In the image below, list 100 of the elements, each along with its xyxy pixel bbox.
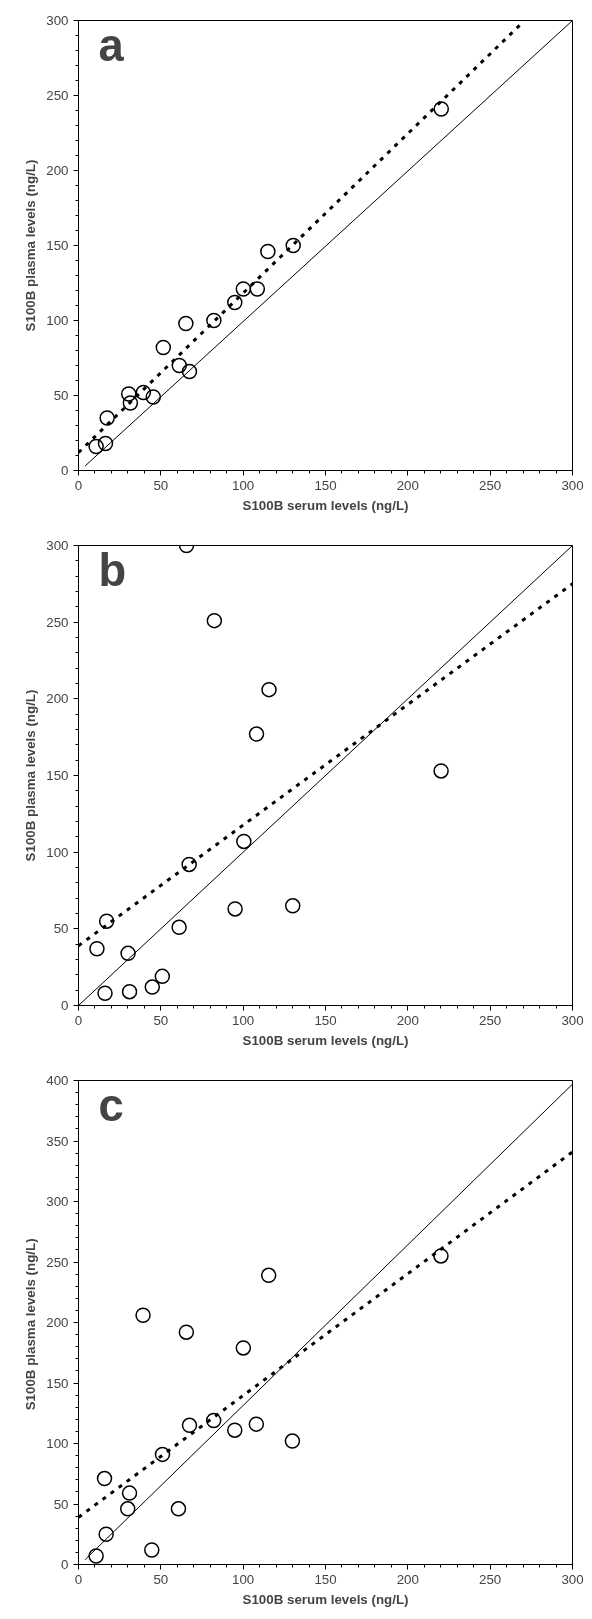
y-tick-label: 50: [53, 921, 69, 937]
y-tick-label: 250: [46, 614, 69, 630]
x-tick-label: 50: [153, 1571, 169, 1587]
point: [171, 357, 188, 374]
y-tick-label: 200: [46, 163, 69, 178]
x-tick-label: 50: [153, 1012, 169, 1028]
annotation: c: [98, 1079, 124, 1131]
y-axis-title: S100B plasma levels (ng/L): [23, 689, 39, 862]
point: [154, 1446, 171, 1463]
point: [96, 1470, 113, 1487]
x-tick-label: 250: [479, 477, 502, 493]
x-tick-label: 100: [232, 1571, 255, 1587]
point: [261, 681, 277, 698]
y-tick-label: 200: [46, 691, 69, 707]
point: [284, 898, 301, 914]
y-tick-label: 0: [61, 1557, 69, 1572]
x-tick-label: 150: [314, 1012, 337, 1028]
point: [97, 435, 114, 452]
x-tick-label: 300: [561, 1571, 584, 1587]
point: [98, 913, 115, 929]
y-tick-label: 200: [46, 1315, 69, 1330]
x-tick-label: 50: [153, 477, 169, 493]
point: [206, 612, 223, 629]
x-tick-label: 100: [232, 1012, 255, 1028]
point: [99, 410, 115, 426]
x-tick-label: 300: [561, 477, 584, 493]
point: [144, 979, 161, 995]
point: [120, 386, 137, 402]
y-axis-title: S100B plasma levels (ng/L): [23, 159, 39, 332]
point: [235, 1340, 252, 1356]
point: [260, 243, 276, 260]
point: [178, 315, 194, 332]
point: [285, 237, 301, 254]
y-tick-label: 100: [46, 1436, 69, 1451]
x-axis-title: S100B serum levels (ng/L): [242, 1591, 409, 1607]
point: [206, 312, 222, 329]
y-tick-label: 0: [61, 463, 69, 478]
point: [284, 1433, 301, 1449]
x-tick-label: 0: [74, 1571, 83, 1587]
point: [119, 1501, 136, 1517]
y-tick-label: 250: [46, 88, 69, 103]
y-tick-label: 350: [46, 1133, 69, 1149]
y-tick-label: 0: [61, 998, 69, 1013]
point: [248, 726, 265, 742]
point: [205, 1412, 222, 1429]
y-tick-label: 300: [46, 13, 69, 28]
point: [88, 1548, 104, 1564]
point: [145, 389, 162, 405]
x-axis-title: S100B serum levels (ng/L): [242, 1032, 409, 1048]
y-tick-label: 400: [46, 1073, 69, 1088]
point: [135, 384, 152, 401]
x-tick-label: 250: [479, 1012, 502, 1028]
point: [120, 945, 136, 962]
y-axis-title: S100B plasma levels (ng/L): [23, 1238, 39, 1411]
y-tick-label: 300: [46, 1194, 69, 1209]
y-tick-label: 100: [46, 844, 69, 860]
point: [181, 363, 198, 380]
point: [121, 983, 138, 1000]
point: [433, 1248, 449, 1264]
point: [433, 763, 449, 779]
x-tick-label: 300: [561, 1012, 584, 1028]
annotation: b: [98, 544, 127, 596]
point: [178, 1324, 195, 1340]
point: [181, 856, 197, 873]
y-tick-label: 150: [46, 238, 69, 253]
y-tick-label: 250: [46, 1254, 69, 1270]
y-tick-label: 150: [46, 768, 69, 783]
point: [433, 101, 450, 117]
point: [171, 919, 187, 936]
point: [249, 281, 266, 297]
point: [227, 294, 243, 311]
annotation: a: [98, 19, 125, 71]
point: [144, 1542, 160, 1558]
point: [181, 1417, 198, 1434]
point: [170, 1501, 187, 1517]
x-tick-label: 0: [74, 477, 83, 493]
x-tick-label: 200: [396, 1571, 419, 1587]
point: [98, 1526, 114, 1542]
point: [260, 1267, 277, 1284]
x-tick-label: 0: [74, 1012, 83, 1028]
y-tick-label: 300: [46, 538, 69, 553]
x-tick-label: 200: [396, 1012, 419, 1028]
x-tick-label: 150: [314, 1571, 337, 1587]
point: [236, 833, 252, 850]
y-tick-label: 50: [53, 388, 69, 403]
y-tick-label: 50: [53, 1496, 69, 1512]
x-tick-label: 100: [232, 477, 255, 493]
x-tick-label: 200: [396, 477, 419, 493]
point: [121, 1485, 138, 1501]
y-tick-label: 100: [46, 313, 69, 328]
point: [135, 1307, 151, 1323]
point: [235, 281, 252, 297]
y-tick-label: 150: [46, 1375, 69, 1391]
x-tick-label: 150: [314, 477, 337, 493]
point: [122, 395, 139, 411]
point: [89, 941, 105, 957]
point: [88, 438, 104, 455]
x-axis-title: S100B serum levels (ng/L): [242, 497, 409, 513]
x-tick-label: 250: [479, 1571, 502, 1587]
point: [97, 985, 113, 1001]
